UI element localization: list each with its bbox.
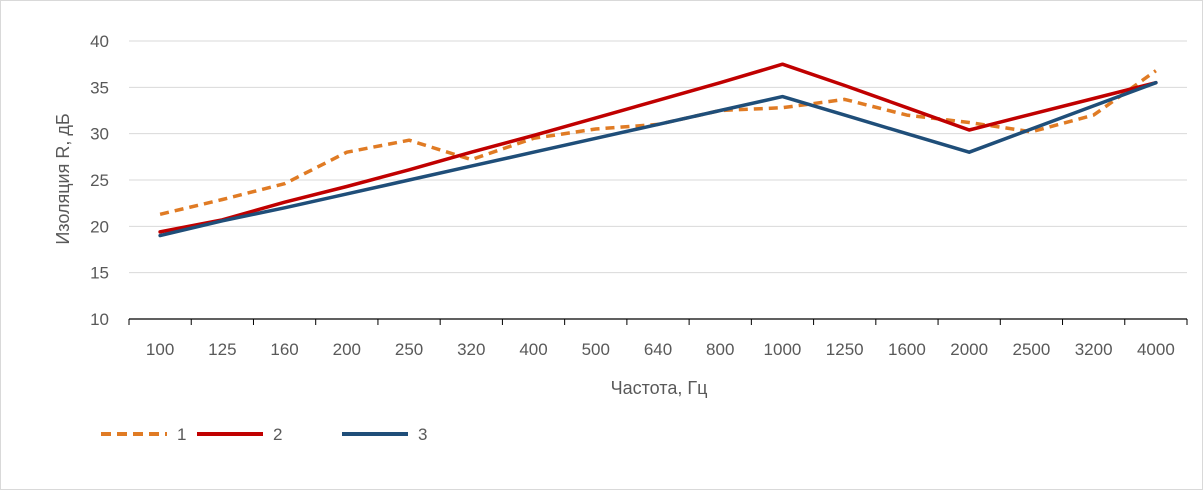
x-tick-label: 4000: [1137, 340, 1175, 359]
x-tick-label: 160: [270, 340, 298, 359]
y-tick-label: 25: [90, 171, 109, 190]
x-tick-label: 125: [208, 340, 236, 359]
gridlines: [129, 40, 1187, 274]
x-axis: [128, 318, 1188, 325]
y-tick-label: 30: [90, 125, 109, 144]
series-3-line: [158, 80, 1158, 238]
y-tick-label: 40: [90, 32, 109, 51]
x-tick-label: 1250: [826, 340, 864, 359]
x-tick-label: 100: [146, 340, 174, 359]
x-tick-label: 250: [395, 340, 423, 359]
x-tick-label: 200: [333, 340, 361, 359]
y-tick-label: 10: [90, 310, 109, 329]
y-axis-ticks: 10 15 20 25 30 35 40: [90, 32, 109, 329]
x-tick-label: 1000: [764, 340, 802, 359]
x-tick-label: 800: [706, 340, 734, 359]
series-lines: [158, 62, 1158, 238]
y-tick-label: 15: [90, 264, 109, 283]
x-tick-label: 400: [519, 340, 547, 359]
series-2-line: [158, 62, 1158, 234]
x-axis-title: Частота, Гц: [611, 378, 708, 398]
x-tick-label: 2500: [1012, 340, 1050, 359]
legend: 1 2 3: [101, 425, 427, 444]
x-tick-label: 2000: [950, 340, 988, 359]
y-tick-label: 35: [90, 78, 109, 97]
x-axis-ticks: 100 125 160 200 250 320 400 500 640 800 1000 1250 16…: [146, 340, 1175, 359]
legend-label-3: 3: [418, 425, 427, 444]
x-tick-label: 320: [457, 340, 485, 359]
x-tick-label: 500: [582, 340, 610, 359]
x-tick-label: 1600: [888, 340, 926, 359]
y-axis-title: Изоляция R, дБ: [53, 113, 73, 244]
y-tick-label: 20: [90, 217, 109, 236]
legend-label-1: 1: [177, 425, 186, 444]
series-1-line: [159, 69, 1157, 217]
legend-label-2: 2: [273, 425, 282, 444]
x-tick-label: 640: [644, 340, 672, 359]
x-tick-label: 3200: [1075, 340, 1113, 359]
